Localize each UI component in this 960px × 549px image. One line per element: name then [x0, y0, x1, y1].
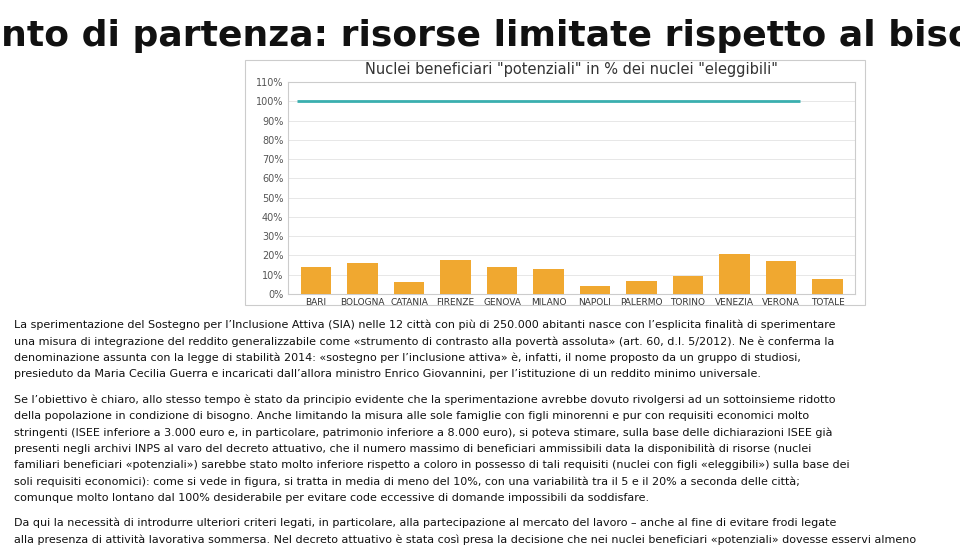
Text: una misura di integrazione del reddito generalizzabile come «strumento di contra: una misura di integrazione del reddito g…	[14, 337, 835, 347]
Text: Il punto di partenza: risorse limitate rispetto al bisogno: Il punto di partenza: risorse limitate r…	[0, 19, 960, 53]
Text: familiari beneficiari «potenziali») sarebbe stato molto inferiore rispetto a col: familiari beneficiari «potenziali») sare…	[14, 460, 850, 470]
Text: comunque molto lontano dal 100% desiderabile per evitare code eccessive di doman: comunque molto lontano dal 100% desidera…	[14, 493, 650, 503]
Title: Nuclei beneficiari "potenziali" in % dei nuclei "eleggibili": Nuclei beneficiari "potenziali" in % dei…	[366, 61, 779, 77]
Text: Da qui la necessità di introdurre ulteriori criteri legati, in particolare, alla: Da qui la necessità di introdurre ulteri…	[14, 518, 837, 528]
Bar	[580, 287, 611, 294]
Bar	[487, 267, 517, 294]
Bar	[394, 282, 424, 294]
Bar	[534, 269, 564, 294]
Text: Se l’obiettivo è chiaro, allo stesso tempo è stato da principio evidente che la : Se l’obiettivo è chiaro, allo stesso tem…	[14, 394, 836, 405]
Bar	[673, 276, 703, 294]
Text: La sperimentazione del Sostegno per l’Inclusione Attiva (SIA) nelle 12 città con: La sperimentazione del Sostegno per l’In…	[14, 320, 836, 330]
Bar	[719, 254, 750, 294]
Bar	[441, 260, 470, 294]
Bar	[627, 282, 657, 294]
Text: soli requisiti economici): come si vede in figura, si tratta in media di meno de: soli requisiti economici): come si vede …	[14, 477, 801, 487]
Bar	[348, 263, 377, 294]
Text: presieduto da Maria Cecilia Guerra e incaricati dall’allora ministro Enrico Giov: presieduto da Maria Cecilia Guerra e inc…	[14, 369, 761, 379]
Bar	[301, 267, 331, 294]
Text: stringenti (ISEE inferiore a 3.000 euro e, in particolare, patrimonio inferiore : stringenti (ISEE inferiore a 3.000 euro …	[14, 427, 833, 438]
Bar	[766, 261, 796, 294]
Text: denominazione assunta con la legge di stabilità 2014: «sostegno per l’inclusione: denominazione assunta con la legge di st…	[14, 353, 802, 363]
Bar	[812, 278, 843, 294]
Text: alla presenza di attività lavorativa sommersa. Nel decreto attuativo è stata cos: alla presenza di attività lavorativa som…	[14, 534, 917, 545]
Text: presenti negli archivi INPS al varo del decreto attuativo, che il numero massimo: presenti negli archivi INPS al varo del …	[14, 444, 812, 454]
Text: della popolazione in condizione di bisogno. Anche limitando la misura alle sole : della popolazione in condizione di bisog…	[14, 411, 809, 421]
